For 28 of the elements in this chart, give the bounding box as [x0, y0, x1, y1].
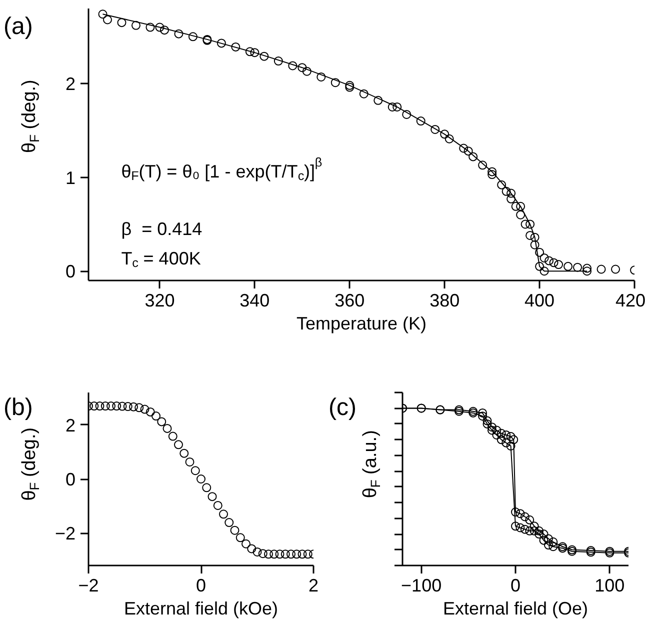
x-tick-label: 420	[615, 290, 645, 310]
y-tick-label: −2	[54, 524, 76, 544]
y-axis-title: θF (deg.)	[19, 80, 42, 153]
y-axis-title: θF (a.u.)	[360, 430, 383, 498]
y-tick-label: 1	[65, 168, 76, 188]
x-tick-label: 360	[334, 290, 365, 310]
annotation: β = 0.414	[121, 218, 202, 239]
x-tick-label: 320	[144, 290, 175, 310]
x-axis-title: Temperature (K)	[296, 314, 427, 334]
x-axis-title: External field (kOe)	[124, 598, 278, 618]
x-tick-label: −2	[78, 576, 99, 596]
x-tick-label: −100	[401, 576, 442, 596]
x-axis-title: External field (Oe)	[442, 598, 588, 618]
y-tick-label: 0	[65, 262, 76, 282]
x-tick-label: 400	[524, 290, 555, 310]
x-tick-label: 100	[594, 576, 625, 596]
x-tick-label: 2	[308, 576, 319, 596]
x-tick-label: 0	[510, 576, 521, 596]
x-tick-label: 340	[240, 290, 270, 310]
text: (c)	[328, 394, 356, 421]
text: (b)	[4, 394, 33, 421]
y-tick-label: 2	[65, 415, 76, 436]
text: (a)	[4, 13, 33, 40]
y-tick-label: 2	[65, 74, 76, 94]
x-tick-label: 0	[196, 576, 206, 596]
y-axis-title: θF (deg.)	[19, 427, 42, 501]
y-tick-label: 0	[65, 470, 76, 490]
x-tick-label: 380	[430, 290, 460, 310]
